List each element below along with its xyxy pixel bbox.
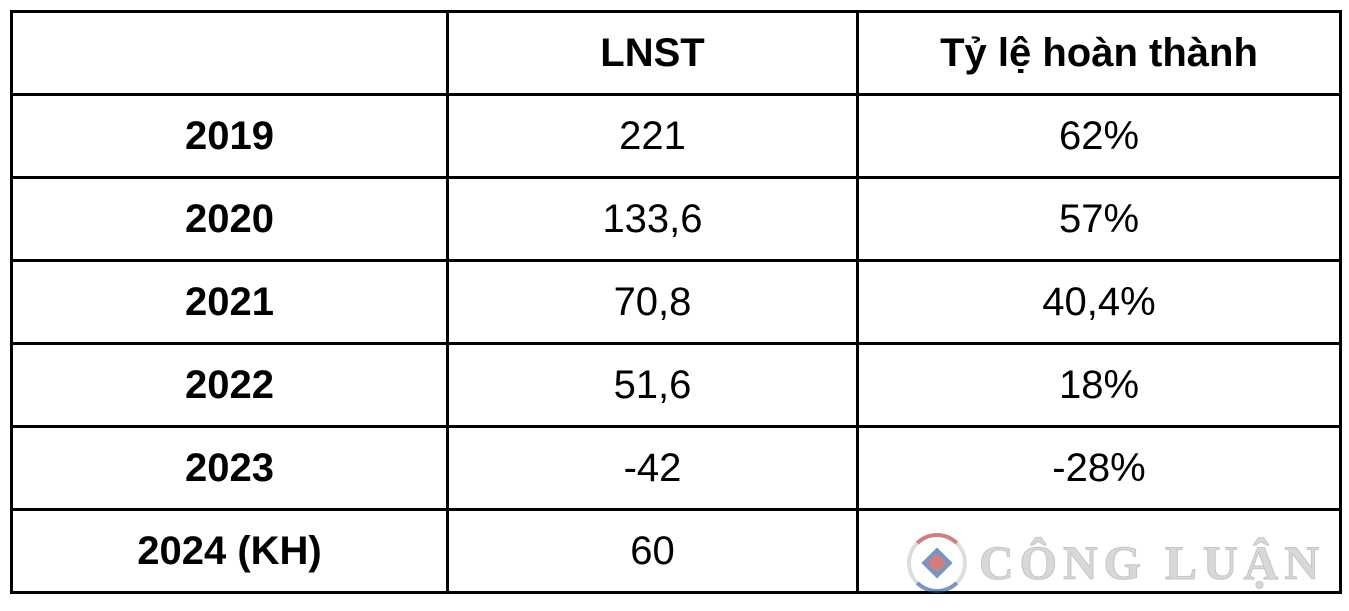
col-header-year bbox=[12, 12, 448, 95]
table-header-row: LNST Tỷ lệ hoàn thành bbox=[12, 12, 1341, 95]
cell-year: 2022 bbox=[12, 344, 448, 427]
cell-rate: 18% bbox=[858, 344, 1341, 427]
cell-lnst: 60 bbox=[448, 510, 858, 593]
data-table: LNST Tỷ lệ hoàn thành 2019 221 62% 2020 … bbox=[10, 10, 1342, 594]
cell-lnst: 221 bbox=[448, 95, 858, 178]
data-table-container: LNST Tỷ lệ hoàn thành 2019 221 62% 2020 … bbox=[10, 10, 1339, 594]
table-row: 2019 221 62% bbox=[12, 95, 1341, 178]
cell-rate: -28% bbox=[858, 427, 1341, 510]
cell-year: 2023 bbox=[12, 427, 448, 510]
cell-year: 2019 bbox=[12, 95, 448, 178]
cell-lnst: 51,6 bbox=[448, 344, 858, 427]
table-row: 2024 (KH) 60 bbox=[12, 510, 1341, 593]
cell-rate: 62% bbox=[858, 95, 1341, 178]
table-row: 2020 133,6 57% bbox=[12, 178, 1341, 261]
table-row: 2021 70,8 40,4% bbox=[12, 261, 1341, 344]
table-row: 2023 -42 -28% bbox=[12, 427, 1341, 510]
table-row: 2022 51,6 18% bbox=[12, 344, 1341, 427]
cell-year: 2020 bbox=[12, 178, 448, 261]
cell-rate: 57% bbox=[858, 178, 1341, 261]
cell-rate bbox=[858, 510, 1341, 593]
cell-rate: 40,4% bbox=[858, 261, 1341, 344]
cell-year: 2021 bbox=[12, 261, 448, 344]
col-header-rate: Tỷ lệ hoàn thành bbox=[858, 12, 1341, 95]
cell-lnst: 133,6 bbox=[448, 178, 858, 261]
col-header-lnst: LNST bbox=[448, 12, 858, 95]
cell-lnst: 70,8 bbox=[448, 261, 858, 344]
cell-year: 2024 (KH) bbox=[12, 510, 448, 593]
cell-lnst: -42 bbox=[448, 427, 858, 510]
